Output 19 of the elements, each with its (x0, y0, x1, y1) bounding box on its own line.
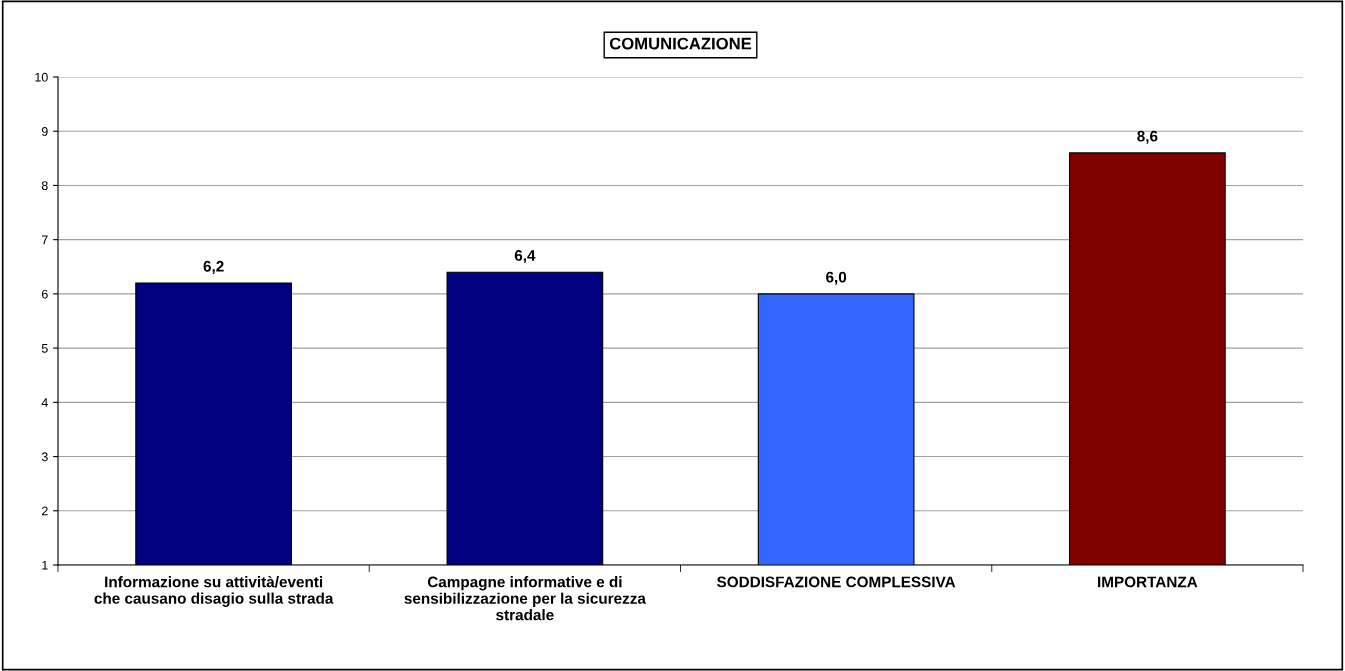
chart-title: COMUNICAZIONE (609, 37, 752, 50)
y-tick-label: 7 (41, 235, 48, 245)
data-label: 6,2 (203, 260, 224, 274)
y-tick-label: 2 (41, 506, 48, 516)
x-tick-label: Informazione su attività/eventi che causano disagio sulla strada (94, 575, 334, 607)
data-label: 6,4 (514, 250, 536, 264)
y-tick-label: 4 (41, 398, 48, 407)
y-tick-label: 10 (35, 72, 48, 82)
x-tick-label: Campagne informative e di sensibilizzazione per la sicurezza stradale (404, 576, 646, 621)
y-tick-label: 8 (41, 181, 48, 191)
data-label: 8,6 (1137, 130, 1158, 144)
y-tick-label: 3 (41, 452, 48, 462)
x-tick-label: SODDISFAZIONE COMPLESSIVA (717, 576, 956, 588)
y-tick-label: 6 (41, 289, 48, 299)
data-label: 6,0 (826, 271, 847, 285)
x-tick-label: IMPORTANZA (1098, 576, 1198, 588)
y-tick-label: 1 (42, 560, 48, 570)
y-tick-label: 9 (41, 127, 48, 136)
y-tick-label: 5 (41, 344, 48, 353)
